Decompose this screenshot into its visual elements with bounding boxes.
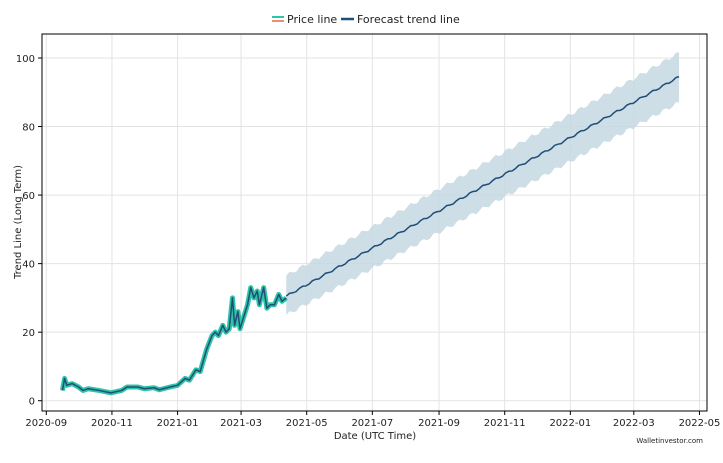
forecast-trend-line [285,75,680,297]
legend-price-label: Price line [287,13,337,26]
x-tick-label: 2020-11 [91,418,133,429]
x-tick-label: 2021-05 [286,418,328,429]
y-tick-label: 20 [22,328,35,339]
y-axis-label: Trend Line (Long Term) [13,165,24,280]
y-tick-label: 100 [16,54,35,65]
x-tick-label: 2022-03 [613,418,655,429]
y-tick-label: 40 [22,260,35,271]
x-tick-label: 2021-03 [220,418,262,429]
y-tick-label: 60 [22,191,35,202]
x-tick-label: 2021-11 [484,418,526,429]
y-tick-label: 80 [22,123,35,134]
x-tick-label: 2021-01 [157,418,199,429]
x-tick-label: 2021-07 [351,418,393,429]
x-tick-label: 2021-09 [418,418,460,429]
x-tick-label: 2020-09 [25,418,67,429]
price-line [59,285,288,396]
price-line-core [61,286,287,394]
y-tick-label: 0 [29,397,35,408]
forecast-band [286,52,680,316]
plot-frame [41,33,708,412]
x-tick-label: 2022-05 [679,418,721,429]
watermark: Walletinvestor.com [636,437,703,445]
legend: Price line Forecast trend line [272,13,460,26]
x-axis-label: Date (UTC Time) [334,431,416,442]
x-tick-label: 2022-01 [549,418,591,429]
legend-forecast-label: Forecast trend line [357,13,460,26]
